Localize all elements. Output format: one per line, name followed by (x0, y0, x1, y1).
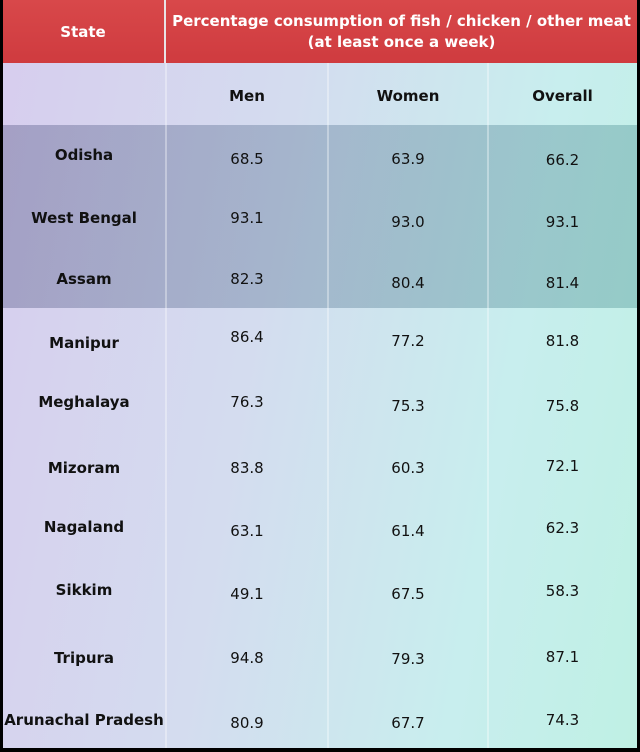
table-row: Arunachal Pradesh 80.9 67.7 74.3 (3, 711, 637, 748)
overall-column-header: Overall (532, 87, 593, 105)
women-cell: 67.7 (391, 714, 425, 732)
women-cell: 60.3 (391, 459, 425, 477)
column-divider (165, 63, 167, 748)
consumption-title: Percentage consumption of fish / chicken… (166, 0, 637, 63)
overall-cell: 75.8 (545, 397, 580, 415)
women-cell: 61.4 (391, 522, 425, 540)
men-column-header: Men (229, 87, 265, 105)
table-row: West Bengal 93.1 93.0 93.1 (3, 209, 637, 249)
overall-cell: 62.3 (545, 519, 580, 537)
overall-cell: 81.8 (545, 332, 580, 350)
men-cell: 76.3 (230, 393, 264, 411)
men-cell: 63.1 (230, 522, 264, 540)
table-header: State Percentage consumption of fish / c… (3, 0, 637, 63)
highlight-band (3, 125, 637, 308)
state-cell: Mizoram (47, 459, 121, 477)
title-line-2: (at least once a week) (307, 32, 496, 51)
state-cell: Odisha (54, 146, 114, 164)
women-cell: 80.4 (391, 274, 425, 292)
table-row: Meghalaya 76.3 75.3 75.8 (3, 393, 637, 433)
men-cell: 86.4 (230, 328, 264, 346)
state-column-header: State (60, 22, 106, 41)
state-cell: West Bengal (31, 209, 137, 227)
men-cell: 83.8 (230, 459, 264, 477)
overall-cell: 58.3 (545, 582, 580, 600)
state-cell: Tripura (53, 649, 115, 667)
column-divider (487, 63, 489, 748)
overall-cell: 66.2 (545, 151, 580, 169)
women-cell: 79.3 (391, 650, 425, 668)
overall-cell: 81.4 (545, 274, 580, 292)
overall-cell: 72.1 (545, 457, 580, 475)
men-cell: 93.1 (230, 209, 264, 227)
state-cell: Manipur (49, 334, 119, 352)
column-divider (327, 63, 329, 748)
table-row: Manipur 86.4 77.2 81.8 (3, 328, 637, 374)
overall-cell: 74.3 (545, 711, 580, 729)
table-row: Mizoram 83.8 60.3 72.1 (3, 457, 637, 499)
table-row: Nagaland 63.1 61.4 62.3 (3, 518, 637, 558)
women-cell: 77.2 (391, 332, 425, 350)
women-cell: 75.3 (391, 397, 425, 415)
state-cell: Sikkim (55, 581, 113, 599)
men-cell: 94.8 (230, 649, 264, 667)
state-cell: Assam (56, 270, 112, 288)
overall-cell: 93.1 (545, 213, 580, 231)
title-line-1: Percentage consumption of fish / chicken… (172, 11, 631, 30)
sub-header-row: Men Women Overall (3, 63, 637, 125)
state-cell: Arunachal Pradesh (4, 711, 164, 729)
table-row: Assam 82.3 80.4 81.4 (3, 270, 637, 310)
men-cell: 80.9 (230, 714, 264, 732)
table-container: State Percentage consumption of fish / c… (3, 0, 637, 748)
women-column-header: Women (376, 87, 440, 105)
men-cell: 82.3 (230, 270, 264, 288)
state-cell: Nagaland (43, 518, 125, 536)
women-cell: 63.9 (391, 150, 425, 168)
women-cell: 93.0 (391, 213, 425, 231)
women-cell: 67.5 (391, 585, 425, 603)
men-cell: 49.1 (230, 585, 264, 603)
men-cell: 68.5 (230, 150, 264, 168)
table-row: Sikkim 49.1 67.5 58.3 (3, 581, 637, 621)
state-cell: Meghalaya (38, 393, 130, 411)
table-row: Tripura 94.8 79.3 87.1 (3, 648, 637, 689)
header-divider (164, 0, 166, 63)
table-row: Odisha 68.5 63.9 66.2 (3, 146, 637, 186)
overall-cell: 87.1 (545, 648, 580, 666)
